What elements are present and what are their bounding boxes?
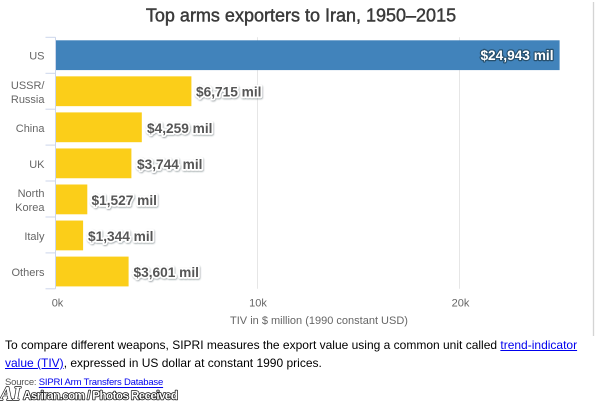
svg-text:$1,344 mil: $1,344 mil — [88, 229, 153, 244]
svg-text:Russia: Russia — [11, 94, 46, 106]
svg-text:USSR/: USSR/ — [11, 80, 46, 92]
svg-text:10k: 10k — [249, 298, 267, 310]
svg-text:Asriran.com / Photos Received: Asriran.com / Photos Received — [23, 389, 178, 402]
svg-text:AI: AI — [0, 383, 21, 402]
svg-text:$1,527 mil: $1,527 mil — [92, 193, 157, 208]
svg-text:$3,744 mil: $3,744 mil — [137, 157, 202, 172]
svg-text:$6,715 mil: $6,715 mil — [196, 85, 261, 100]
svg-text:Korea: Korea — [15, 202, 45, 214]
svg-text:North: North — [18, 188, 45, 200]
svg-text:$24,943 mil: $24,943 mil — [480, 48, 553, 63]
svg-text:UK: UK — [29, 159, 45, 171]
svg-text:20k: 20k — [452, 298, 470, 310]
svg-text:0k: 0k — [52, 298, 64, 310]
svg-text:$3,601 mil: $3,601 mil — [134, 265, 199, 280]
svg-text:China: China — [16, 123, 46, 135]
svg-text:$4,259 mil: $4,259 mil — [147, 121, 212, 136]
svg-text:Italy: Italy — [24, 231, 45, 243]
svg-text:Others: Others — [11, 267, 45, 279]
svg-text:TIV in $ million (1990 constan: TIV in $ million (1990 constant USD) — [230, 315, 408, 327]
svg-text:Top arms exporters to Iran, 19: Top arms exporters to Iran, 1950–2015 — [146, 6, 456, 26]
svg-text:US: US — [29, 51, 44, 63]
